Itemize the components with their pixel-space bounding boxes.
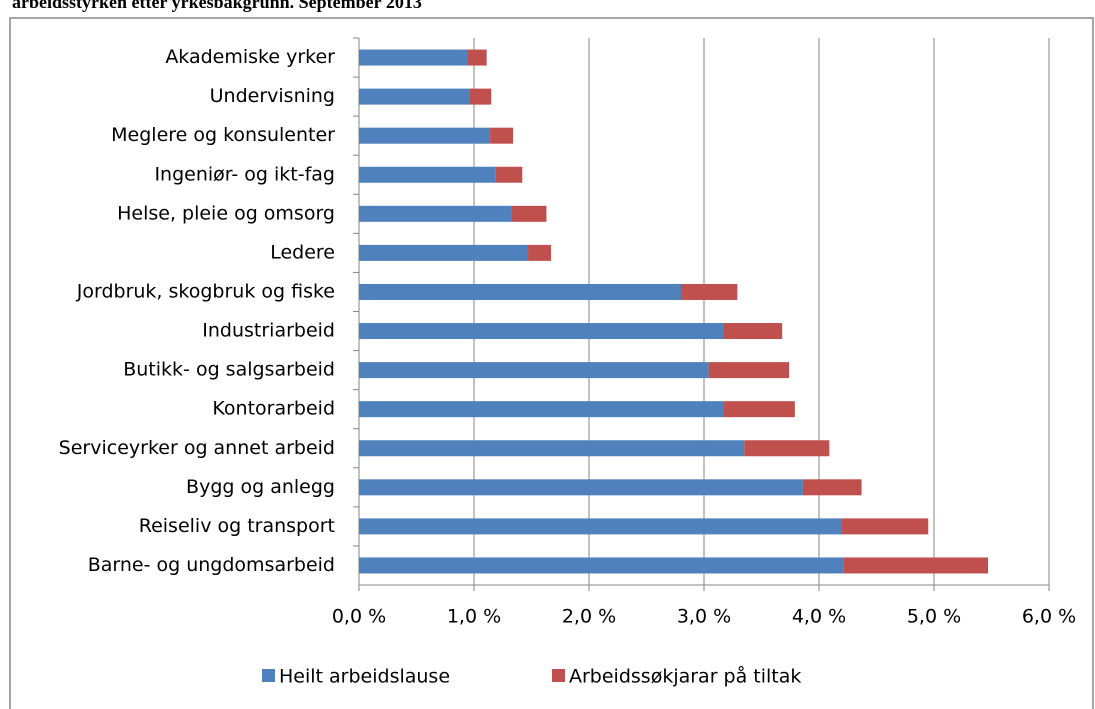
x-tick-label: 3,0 % xyxy=(677,606,731,628)
y-tick-label: Helse, pleie og omsorg xyxy=(117,202,335,224)
y-tick-label: Industriarbeid xyxy=(202,320,335,342)
bar-segment xyxy=(744,440,830,457)
bar-segment xyxy=(723,323,783,340)
bar-segment xyxy=(359,244,529,261)
legend-label: Arbeidssøkjarar på tiltak xyxy=(569,665,801,688)
x-tick-label: 6,0 % xyxy=(1022,606,1076,628)
bar-segment xyxy=(359,88,470,105)
bar-segment xyxy=(490,127,514,144)
y-tick-label: Kontorarbeid xyxy=(212,398,335,420)
bar-segment xyxy=(359,205,512,222)
bar-segment xyxy=(528,244,552,261)
x-tick-label: 5,0 % xyxy=(907,606,961,628)
y-tick-label: Reiseliv og transport xyxy=(139,515,335,537)
bar-segment xyxy=(469,88,492,105)
legend-swatch xyxy=(552,669,565,682)
bar-segment xyxy=(359,518,842,535)
bar-segment xyxy=(359,440,745,457)
bar-segment xyxy=(723,401,795,418)
bar-segment xyxy=(708,362,790,379)
bar-segment xyxy=(802,479,862,496)
legend-label: Heilt arbeidslause xyxy=(279,666,450,688)
bar-segment xyxy=(359,479,803,496)
y-tick-label: Akademiske yrker xyxy=(165,46,335,68)
bar-segment xyxy=(359,49,468,66)
y-tick-label: Ingeniør- og ikt-fag xyxy=(154,163,335,185)
bar-segment xyxy=(359,362,709,379)
x-tick-label: 2,0 % xyxy=(562,606,616,628)
y-tick-label: Jordbruk, skogbruk og fiske xyxy=(76,280,335,302)
y-tick-label: Undervisning xyxy=(210,85,335,107)
x-tick-label: 1,0 % xyxy=(447,606,501,628)
bar-segment xyxy=(359,557,844,574)
chart-title: arbeidsstyrken etter yrkesbakgrunn. Sept… xyxy=(12,0,422,12)
y-tick-label: Ledere xyxy=(270,241,335,263)
x-tick-label: 0,0 % xyxy=(332,606,386,628)
bar-segment xyxy=(495,166,523,183)
y-tick-label: Butikk- og salgsarbeid xyxy=(123,359,335,381)
bar-segment xyxy=(843,557,989,574)
bar-segment xyxy=(359,323,724,340)
bar-segment xyxy=(359,166,496,183)
y-tick-label: Serviceyrker og annet arbeid xyxy=(59,437,335,459)
bar-segment xyxy=(467,49,487,66)
bar-segment xyxy=(359,283,681,300)
y-tick-label: Meglere og konsulenter xyxy=(111,124,335,146)
bar-segment xyxy=(842,518,929,535)
y-tick-label: Barne- og ungdomsarbeid xyxy=(88,554,335,576)
bar-segment xyxy=(359,127,491,144)
y-tick-label: Bygg og anlegg xyxy=(186,476,335,498)
bar-segment xyxy=(681,283,738,300)
x-tick-label: 4,0 % xyxy=(792,606,846,628)
bar-segment xyxy=(511,205,547,222)
bar-segment xyxy=(359,401,724,418)
legend-swatch xyxy=(262,669,275,682)
